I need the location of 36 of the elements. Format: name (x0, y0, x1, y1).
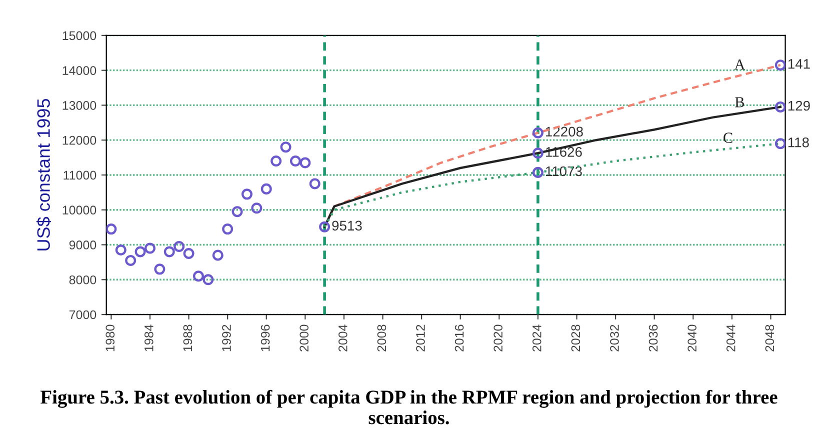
x-tick-label: 1984 (144, 324, 154, 352)
x-tick-label: 2032 (610, 324, 619, 352)
x-tick-label: 2008 (377, 324, 386, 352)
x-tick-label: 2012 (416, 324, 425, 352)
y-tick-label: 10000 (62, 206, 96, 215)
series-label: C (724, 132, 732, 143)
x-tick-label: 2028 (571, 324, 580, 352)
x-tick-label: 2000 (300, 324, 309, 352)
x-tick-label: 1980 (106, 324, 115, 352)
y-tick-label: 15000 (62, 31, 96, 40)
x-tick-label: 2036 (648, 324, 658, 352)
text: Figure 5.3. Past evolution of per capita GDP in the RPMF region and projection for three scenarios. (40, 390, 778, 424)
x-tick-label: 2016 (454, 324, 464, 352)
x-tick-label: 2024 (532, 324, 542, 352)
x-tick-label: 2020 (494, 324, 503, 352)
x-tick-label: 2040 (688, 324, 696, 352)
x-tick-label: 1988 (183, 324, 192, 352)
y-tick-label: 11000 (64, 170, 96, 180)
y-tick-label: 9000 (69, 240, 96, 250)
y-tick-label: 12000 (62, 136, 96, 145)
y-tick-label: 14000 (62, 66, 96, 75)
annotation: 9513 (332, 220, 362, 231)
annotation: 129 (788, 100, 810, 111)
y-tick-label: 8000 (69, 275, 96, 284)
y-axis-title: US$ constant 1995 (36, 98, 52, 250)
x-tick-label: 2044 (726, 324, 736, 352)
annotation: 118 (788, 137, 809, 148)
x-tick-label: 2004 (338, 324, 348, 352)
x-tick-label: 1996 (260, 324, 270, 352)
x-tick-label: 2048 (765, 324, 774, 352)
annotation: 141 (788, 59, 810, 69)
series-label: B (735, 97, 744, 108)
y-tick-label: 7000 (69, 310, 96, 320)
series-label: A (734, 59, 746, 70)
x-tick-label: 1992 (222, 324, 231, 352)
y-tick-label: 13000 (62, 101, 96, 110)
